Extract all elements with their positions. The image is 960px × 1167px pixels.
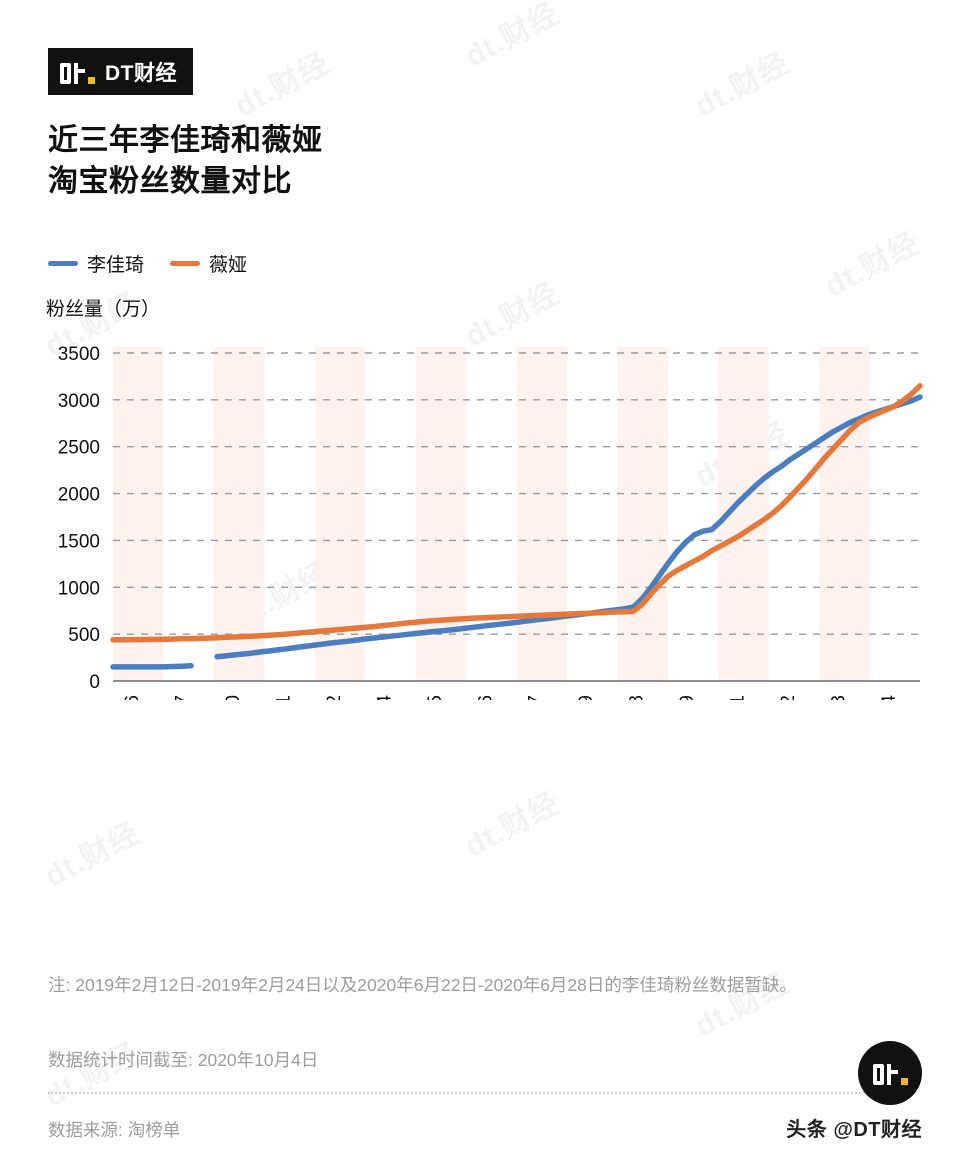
x-axis-tick-label: 20200928-20201004 [879, 695, 900, 700]
x-axis-tick-label: 20190819-20190825 [425, 695, 446, 700]
x-axis-tick-label: 20190708-20190714 [374, 695, 395, 700]
note-data-source: 数据来源: 淘榜单 [48, 1120, 181, 1140]
dt-dot-logo-icon [872, 1061, 908, 1085]
x-axis-tick-label: 20190121-20190127 [173, 695, 194, 700]
x-axis-tick-label: 20181210-20181216 [122, 695, 143, 700]
title-line-2: 淘宝粉丝数量对比 [48, 165, 292, 199]
x-axis-tick-label: 20190304-20190310 [223, 695, 244, 700]
legend-item-lijiaqi[interactable]: 李佳琦 [48, 250, 144, 277]
note-data-cutoff: 数据统计时间截至: 2020年10月4日 [48, 1050, 319, 1070]
chart-line-李佳琦 [110, 663, 194, 670]
y-axis-tick-label: 1000 [58, 578, 100, 599]
x-axis-tick-label: 20190415-20190421 [274, 695, 295, 700]
chart-legend: 李佳琦 薇娅 [48, 250, 247, 277]
chart-line-薇娅 [110, 383, 923, 643]
y-axis-tick-label: 500 [68, 625, 100, 646]
y-axis-tick-label: 3000 [58, 391, 100, 412]
x-axis-tick-label: 20200525-20200531 [727, 695, 748, 700]
title-line-1: 近三年李佳琦和薇娅 [48, 124, 323, 157]
x-axis-tick-label: 20200302-20200308 [627, 695, 648, 700]
footer-divider [48, 1092, 868, 1094]
line-chart-svg: 0 500 1000 1500 2000 2500 3000 3500 20181210-201… [58, 344, 923, 700]
x-axis-tick-label: 20200817-20200823 [828, 695, 849, 700]
y-axis-tick-label: 2000 [58, 485, 100, 506]
dt-dot-logo-icon [60, 60, 95, 84]
x-axis-tick-label: 20191223-20191229 [576, 695, 597, 700]
brand-logo-label: DT财经 [105, 61, 177, 85]
legend-label: 李佳琦 [87, 255, 145, 276]
brand-logo-bar: DT财经 [48, 48, 193, 95]
y-axis-title: 粉丝量（万） [46, 299, 161, 320]
page-title: 近三年李佳琦和薇娅 淘宝粉丝数量对比 [48, 120, 668, 203]
brand-circle-logo [858, 1041, 922, 1105]
legend-label: 薇娅 [209, 255, 248, 276]
y-axis-tick-label: 2500 [58, 438, 100, 459]
legend-item-weiya[interactable]: 薇娅 [170, 250, 247, 277]
x-axis-tick-label: 20190930-20191006 [475, 695, 496, 700]
attribution-handle: 头条 @DT财经 [786, 1119, 922, 1141]
y-axis-tick-label: 0 [89, 672, 100, 693]
y-axis-tick-label: 3500 [58, 344, 100, 365]
x-axis-tick-label: 20200706-20200712 [778, 695, 799, 700]
legend-swatch-icon [48, 261, 78, 266]
legend-swatch-icon [170, 261, 201, 266]
note-missing-data: 注: 2019年2月12日-2019年2月24日以及2020年6月22日-202… [48, 975, 797, 995]
y-axis-tick-label: 1500 [58, 531, 100, 552]
x-axis-tick-label: 20191111-20191117 [526, 695, 547, 700]
x-axis-tick-label: 20190520-20190602 [324, 695, 345, 700]
x-axis-tick-label: 20200413-20200419 [677, 695, 698, 700]
